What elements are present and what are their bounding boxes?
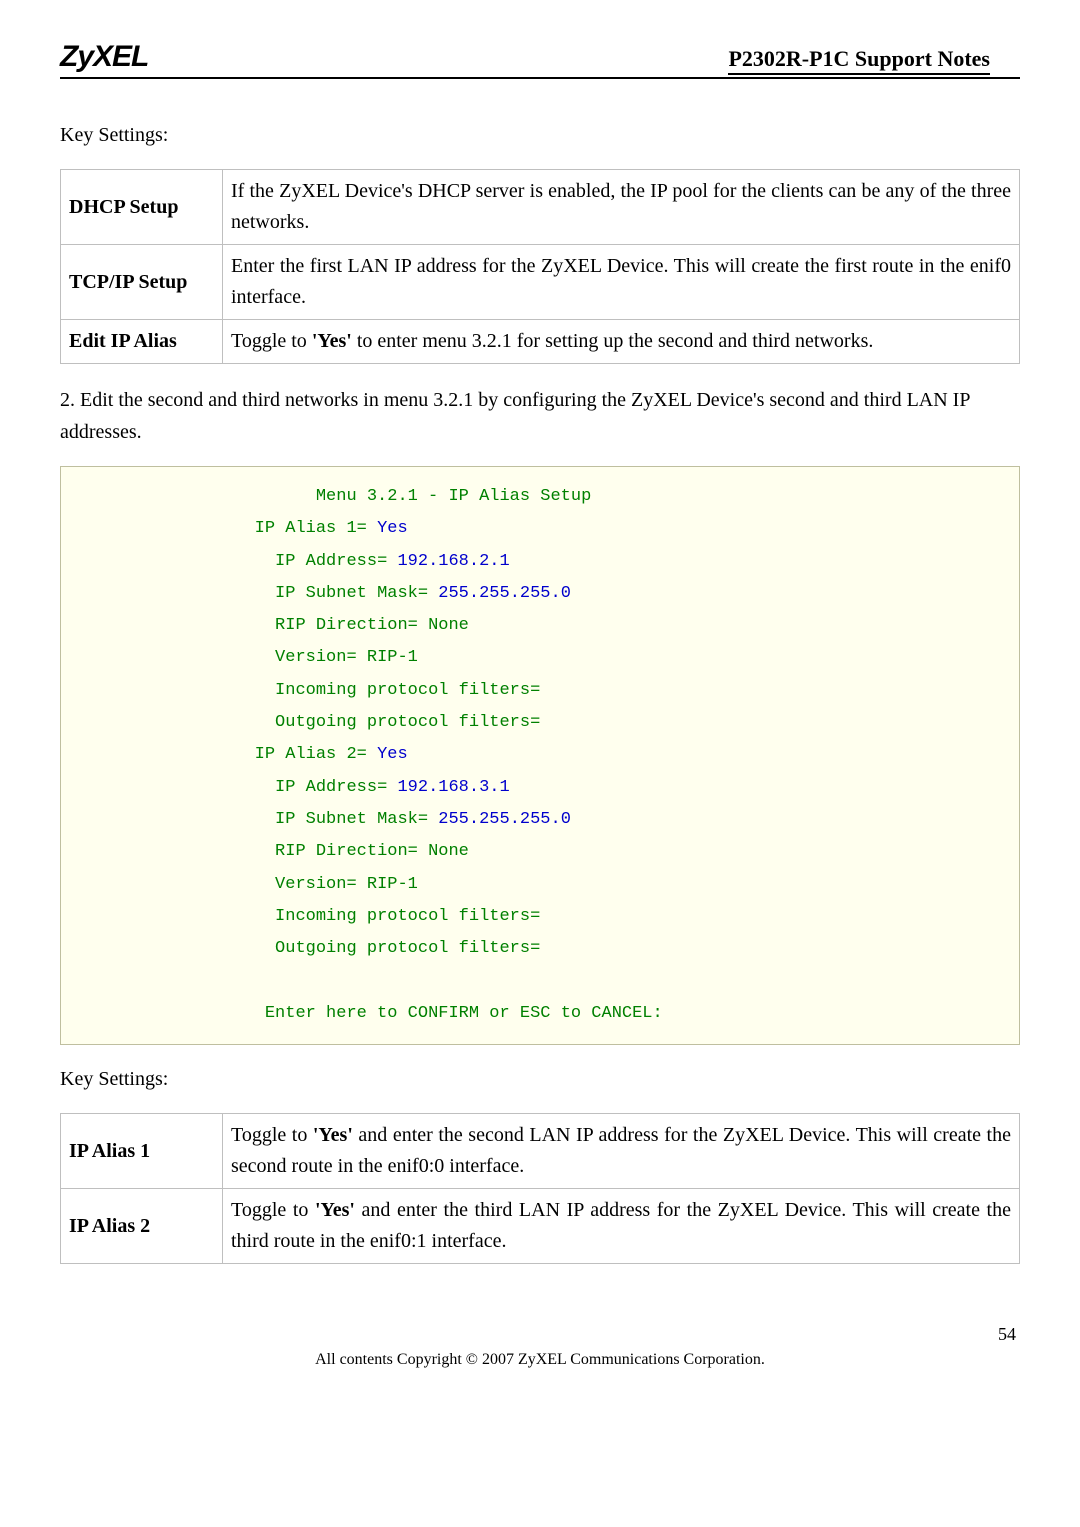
paragraph-step-2: 2. Edit the second and third networks in… [60,384,1020,448]
terminal-value: 192.168.3.1 [397,778,509,797]
terminal-line: RIP Direction= None [275,842,469,861]
page-header: ZyXEL P2302R-P1C Support Notes [60,40,1020,79]
setting-key: TCP/IP Setup [61,245,223,320]
terminal-block: Menu 3.2.1 - IP Alias Setup IP Alias 1= … [60,466,1020,1045]
terminal-line: IP Address= [275,778,397,797]
terminal-line: IP Address= [275,552,397,571]
key-settings-heading-2: Key Settings: [60,1063,1020,1095]
terminal-line: Outgoing protocol filters= [275,713,540,732]
terminal-line: Outgoing protocol filters= [275,939,540,958]
page-number: 54 [60,1324,1016,1345]
key-settings-heading-1: Key Settings: [60,119,1020,151]
settings-table-2: IP Alias 1 Toggle to 'Yes' and enter the… [60,1113,1020,1264]
terminal-confirm-line: Enter here to CONFIRM or ESC to CANCEL: [265,1004,663,1023]
terminal-value: 255.255.255.0 [438,810,571,829]
text-fragment: to enter menu 3.2.1 for setting up the s… [352,330,874,352]
terminal-line: Version= RIP-1 [275,875,418,894]
setting-value: If the ZyXEL Device's DHCP server is ena… [223,170,1020,245]
document-title: P2302R-P1C Support Notes [728,46,990,75]
logo: ZyXEL [60,40,148,74]
terminal-line: IP Alias 1= [255,519,377,538]
terminal-line: Incoming protocol filters= [275,907,540,926]
terminal-line: Incoming protocol filters= [275,681,540,700]
table-row: IP Alias 1 Toggle to 'Yes' and enter the… [61,1114,1020,1189]
bold-text: 'Yes' [312,330,352,352]
page-footer: 54 All contents Copyright © 2007 ZyXEL C… [60,1324,1020,1369]
terminal-value: Yes [377,745,408,764]
bold-text: 'Yes' [315,1199,355,1221]
setting-key: IP Alias 2 [61,1189,223,1264]
table-row: TCP/IP Setup Enter the first LAN IP addr… [61,245,1020,320]
setting-key: IP Alias 1 [61,1114,223,1189]
setting-key: Edit IP Alias [61,320,223,364]
terminal-title: Menu 3.2.1 - IP Alias Setup [316,487,591,506]
terminal-line: IP Alias 2= [255,745,377,764]
terminal-value: Yes [377,519,408,538]
setting-value: Toggle to 'Yes' and enter the third LAN … [223,1189,1020,1264]
text-fragment: Toggle to [231,1124,313,1146]
setting-value: Toggle to 'Yes' to enter menu 3.2.1 for … [223,320,1020,364]
text-fragment: Toggle to [231,1199,315,1221]
table-row: IP Alias 2 Toggle to 'Yes' and enter the… [61,1189,1020,1264]
terminal-value: 192.168.2.1 [397,552,509,571]
table-row: DHCP Setup If the ZyXEL Device's DHCP se… [61,170,1020,245]
text-fragment: Toggle to [231,330,312,352]
copyright-text: All contents Copyright © 2007 ZyXEL Comm… [60,1351,1020,1369]
settings-table-1: DHCP Setup If the ZyXEL Device's DHCP se… [60,169,1020,364]
bold-text: 'Yes' [313,1124,353,1146]
terminal-line: IP Subnet Mask= [275,584,438,603]
setting-value: Toggle to 'Yes' and enter the second LAN… [223,1114,1020,1189]
terminal-line: IP Subnet Mask= [275,810,438,829]
terminal-line: Version= RIP-1 [275,648,418,667]
terminal-line: RIP Direction= None [275,616,469,635]
terminal-value: 255.255.255.0 [438,584,571,603]
setting-value: Enter the first LAN IP address for the Z… [223,245,1020,320]
setting-key: DHCP Setup [61,170,223,245]
table-row: Edit IP Alias Toggle to 'Yes' to enter m… [61,320,1020,364]
